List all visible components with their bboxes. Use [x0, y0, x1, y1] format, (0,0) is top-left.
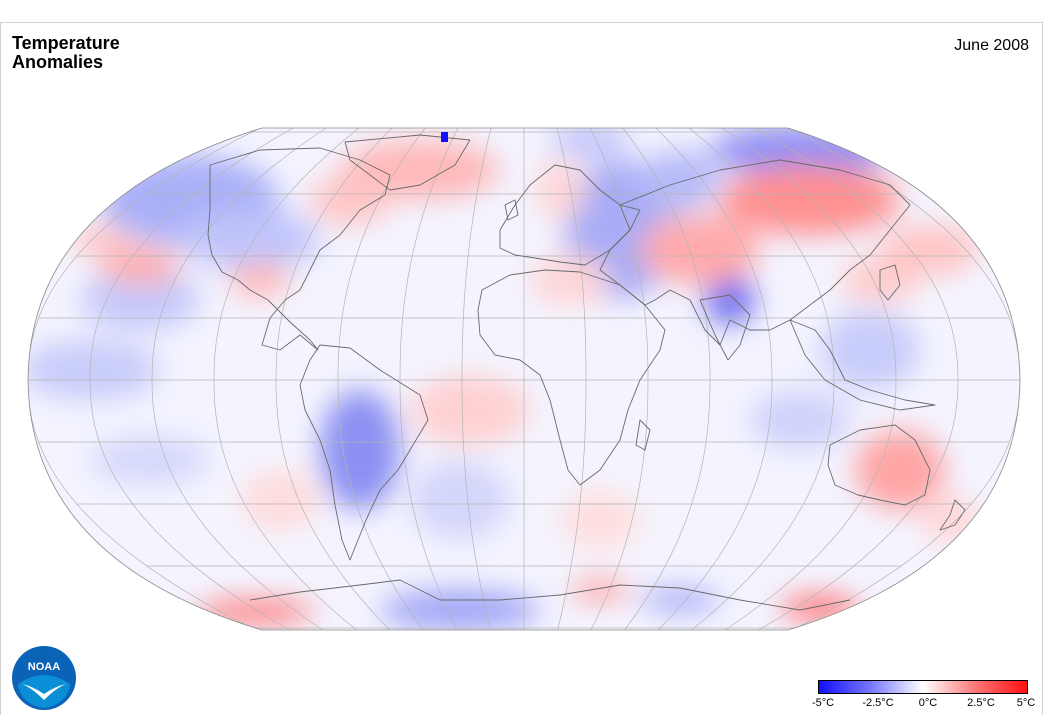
meridian-line — [213, 128, 360, 630]
meridian-line — [754, 128, 959, 630]
meridian-line — [337, 128, 426, 630]
map-frame — [0, 22, 1043, 715]
meridian-line — [28, 128, 261, 630]
southeast-asia-outline — [789, 319, 936, 411]
meridian-line — [151, 128, 327, 630]
arctic-cold-cell — [441, 132, 448, 142]
meridian-line — [655, 128, 773, 630]
globe-border — [27, 127, 1021, 631]
color-legend: -5°C -2.5°C 0°C 2.5°C 5°C — [812, 680, 1035, 709]
legend-ticks: -5°C -2.5°C 0°C 2.5°C 5°C — [812, 694, 1035, 709]
anomaly-blobs — [28, 128, 980, 630]
legend-tick-low: -2.5°C — [862, 697, 894, 709]
meridian-line — [787, 128, 1020, 630]
uk-outline — [504, 199, 519, 221]
north-america-outline — [207, 147, 391, 351]
title-line-2: Anomalies — [12, 52, 104, 72]
europe-outline — [499, 164, 641, 266]
japan-outline — [879, 264, 901, 301]
india-outline — [699, 294, 751, 361]
legend-tick-zero: 0°C — [918, 697, 938, 709]
legend-tick-min: -5°C — [811, 697, 835, 709]
africa-outline — [477, 269, 666, 486]
coastlines — [207, 134, 966, 611]
noaa-logo-text: NOAA — [28, 661, 60, 673]
meridian-line — [275, 128, 393, 630]
greenland-outline — [344, 134, 471, 191]
meridian-line — [556, 128, 587, 630]
meridian-line — [688, 128, 835, 630]
asia-outline — [599, 159, 911, 346]
meridian-line — [461, 128, 492, 630]
new-zealand-outline — [939, 499, 966, 531]
meridian-line — [622, 128, 711, 630]
map-date: June 2008 — [954, 37, 1029, 54]
australia-outline — [827, 424, 931, 506]
noaa-bird-icon — [22, 684, 66, 700]
antarctica-outline — [249, 579, 851, 611]
legend-tick-max: 5°C — [1016, 697, 1036, 709]
map-title: Temperature Anomalies — [12, 34, 212, 72]
legend-gradient-bar — [818, 680, 1028, 694]
south-america-outline — [299, 344, 429, 561]
meridian-line — [89, 128, 294, 630]
meridian-line — [721, 128, 897, 630]
madagascar-outline — [635, 419, 651, 451]
meridian-line — [399, 128, 459, 630]
graticule — [28, 128, 1020, 630]
noaa-logo: NOAA — [11, 645, 77, 711]
meridian-line — [589, 128, 649, 630]
legend-tick-high: 2.5°C — [967, 697, 995, 709]
title-line-1: Temperature — [12, 33, 120, 53]
